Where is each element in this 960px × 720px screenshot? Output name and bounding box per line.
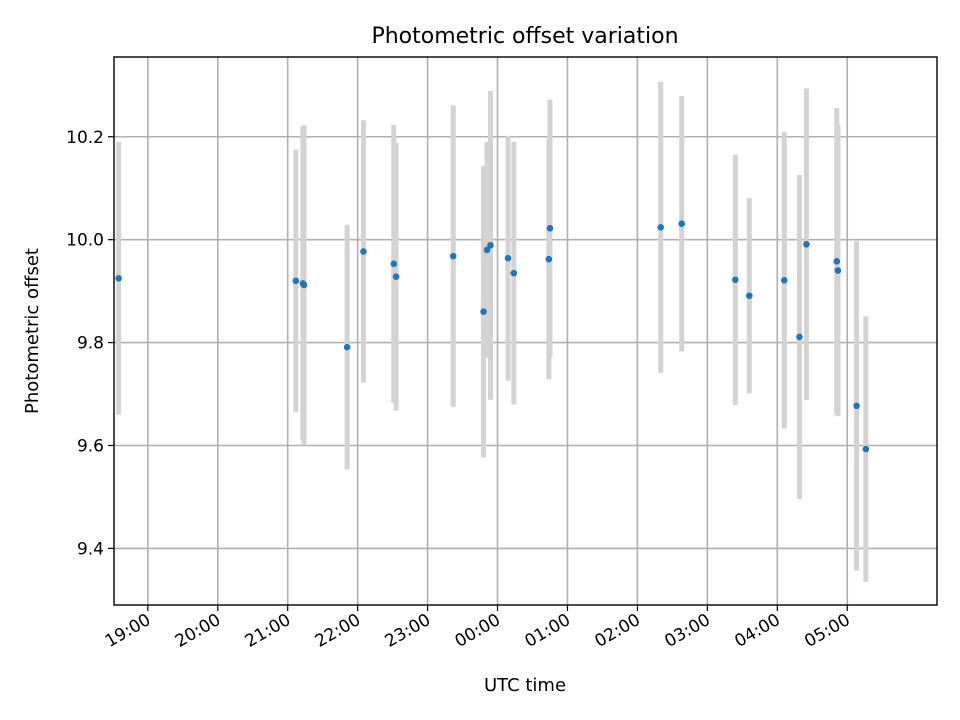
- data-point: [678, 220, 686, 228]
- grid-layer: [114, 57, 937, 605]
- y-tick-label: 9.4: [77, 539, 104, 559]
- data-point: [487, 242, 494, 249]
- data-point: [545, 255, 553, 263]
- data-point: [780, 277, 788, 284]
- x-axis-label: UTC time: [484, 675, 566, 696]
- data-point: [862, 445, 870, 453]
- data-point: [483, 246, 491, 254]
- x-tick-label: 05:00: [801, 610, 853, 652]
- plot-frame: [113, 56, 938, 606]
- data-point: [300, 281, 308, 289]
- data-point: [834, 267, 842, 274]
- chart-title: Photometric offset variation: [371, 24, 678, 49]
- data-point: [343, 343, 351, 351]
- x-tick-label: 02:00: [591, 610, 643, 652]
- data-point: [449, 252, 457, 260]
- data-point: [853, 402, 860, 410]
- data-point: [292, 277, 300, 285]
- data-point: [546, 225, 554, 232]
- data-point: [115, 274, 122, 282]
- point-layer: [115, 220, 870, 453]
- data-point: [746, 292, 753, 300]
- data-point: [360, 248, 367, 255]
- y-tick-label: 10.2: [66, 128, 104, 148]
- x-tick-label: 03:00: [661, 610, 713, 652]
- y-ticks: 9.4 9.6 9.8 10.0 10.2: [66, 128, 114, 559]
- errorbar-layer: [116, 81, 869, 582]
- y-tick-label: 9.8: [77, 334, 104, 354]
- x-tick-label: 19:00: [102, 610, 154, 652]
- data-point: [833, 257, 841, 265]
- x-tick-label: 23:00: [382, 610, 434, 652]
- data-point: [504, 254, 512, 262]
- x-tick-label: 00:00: [452, 610, 504, 652]
- data-point: [390, 260, 398, 268]
- data-point: [392, 273, 400, 281]
- x-ticks: 19:00 20:00 21:00 22:00 23:00 00:00 01:00 02:00…: [102, 605, 854, 652]
- x-tick-label: 04:00: [731, 610, 783, 652]
- data-point: [510, 269, 518, 277]
- x-tick-label: 20:00: [172, 610, 224, 652]
- data-point: [480, 308, 487, 316]
- y-axis-label: Photometric offset: [22, 248, 43, 414]
- y-tick-label: 9.6: [77, 436, 104, 456]
- data-point: [796, 333, 803, 341]
- data-point: [803, 240, 810, 248]
- data-point: [732, 276, 739, 284]
- x-tick-label: 21:00: [242, 610, 294, 652]
- data-point: [657, 224, 665, 231]
- y-tick-label: 10.0: [66, 231, 104, 251]
- x-tick-label: 01:00: [522, 610, 574, 652]
- x-tick-label: 22:00: [312, 610, 364, 652]
